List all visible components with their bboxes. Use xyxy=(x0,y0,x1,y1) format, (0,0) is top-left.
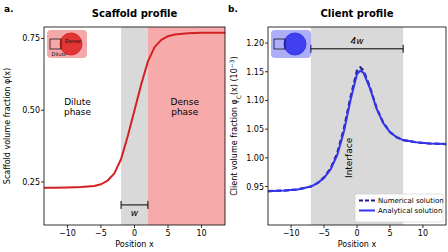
y-tick-label: 1.15 xyxy=(246,68,264,77)
region-label: Densephase xyxy=(171,97,200,117)
bracket-label: w xyxy=(131,208,139,218)
y-tick xyxy=(265,186,268,187)
plot-area xyxy=(268,27,446,225)
data-line xyxy=(268,71,446,192)
y-tick xyxy=(265,157,268,158)
legend-box xyxy=(355,194,443,222)
x-tick xyxy=(134,225,135,228)
inset-icon xyxy=(271,30,311,58)
y-tick-label: 1.05 xyxy=(246,125,264,134)
x-tick-label: 10 xyxy=(418,229,428,238)
x-tick-label: −5 xyxy=(95,229,107,238)
inset-label: Dilute xyxy=(52,51,67,57)
legend-swatch xyxy=(359,200,375,202)
x-tick xyxy=(67,225,68,228)
chart-title: Scaffold profile xyxy=(92,8,178,19)
x-tick-label: 5 xyxy=(387,229,392,238)
y-tick-label: 0.75 xyxy=(22,34,40,43)
y-tick xyxy=(265,100,268,101)
x-tick-label: 0 xyxy=(132,229,137,238)
y-axis-label-part: −3 xyxy=(228,59,235,68)
legend-label: Analytical solution xyxy=(378,207,442,215)
plot-area xyxy=(44,27,225,225)
x-tick-label: −5 xyxy=(318,229,330,238)
y-tick-label: 0.25 xyxy=(22,178,40,187)
y-axis-label: Client volume fraction φC(x) (10−3) xyxy=(228,56,242,195)
shaded-band xyxy=(121,27,148,225)
x-tick xyxy=(389,225,390,228)
panel: −10 −5 0 5 10 0.25 0.50 0.75 Position x Scaffold … xyxy=(3,4,225,249)
legend-label: Numerical solution xyxy=(378,197,444,205)
inset-background xyxy=(271,30,311,58)
bracket-label: 4w xyxy=(350,36,364,46)
x-tick xyxy=(324,225,325,228)
panel-label: a. xyxy=(4,4,14,14)
legend: Numerical solution Analytical solution xyxy=(355,194,444,222)
y-tick xyxy=(265,71,268,72)
inset-icon: Dense Dilute xyxy=(47,30,87,58)
y-tick xyxy=(41,181,44,182)
inset-label: Dense xyxy=(65,38,81,44)
y-axis-label: Scaffold volume fraction φ(x) xyxy=(3,68,12,184)
y-tick-label: 1.20 xyxy=(246,39,264,48)
y-tick-label: 1.00 xyxy=(246,154,264,163)
x-tick-label: 5 xyxy=(165,229,170,238)
x-tick-label: 0 xyxy=(354,229,359,238)
x-tick xyxy=(422,225,423,228)
y-tick xyxy=(41,110,44,111)
shaded-band xyxy=(148,27,225,225)
y-tick xyxy=(265,129,268,130)
chart-title: Client profile xyxy=(321,8,394,19)
x-tick-label: −10 xyxy=(59,229,76,238)
legend-swatch xyxy=(359,210,375,212)
figure: −10 −5 0 5 10 0.25 0.50 0.75 Position x Scaffold … xyxy=(0,0,448,252)
x-axis-label: Position x xyxy=(115,240,154,249)
y-tick-label: 1.10 xyxy=(246,96,264,105)
x-tick-label: 10 xyxy=(196,229,206,238)
region-label: Dilutephase xyxy=(64,97,92,117)
y-tick-label: 0.95 xyxy=(246,183,264,192)
x-tick xyxy=(291,225,292,228)
y-tick xyxy=(41,38,44,39)
axes-frame xyxy=(268,27,446,225)
y-axis-label-part: (x) (10 xyxy=(230,68,239,95)
bracket xyxy=(311,45,403,53)
inset-window xyxy=(50,39,61,49)
x-axis-label: Position x xyxy=(338,240,377,249)
panel-label: b. xyxy=(228,4,238,14)
x-tick-label: −10 xyxy=(283,229,300,238)
y-tick-label: 0.50 xyxy=(22,106,40,115)
axes-frame xyxy=(44,27,225,225)
x-tick xyxy=(168,225,169,228)
x-tick xyxy=(201,225,202,228)
y-tick xyxy=(265,43,268,44)
inset-background xyxy=(47,30,87,58)
inset-window xyxy=(274,39,285,49)
x-tick xyxy=(100,225,101,228)
interface-label: Interface xyxy=(344,137,354,178)
inset-droplet xyxy=(284,33,306,55)
y-axis-label-part: Client volume fraction φ xyxy=(230,99,239,195)
y-axis-label-part: ) xyxy=(230,56,239,59)
panel: −10 −5 0 5 10 0.95 1.00 1.05 1.10 1.15 1.20 Positio… xyxy=(228,4,447,249)
data-line xyxy=(268,67,446,191)
x-tick xyxy=(357,225,358,228)
